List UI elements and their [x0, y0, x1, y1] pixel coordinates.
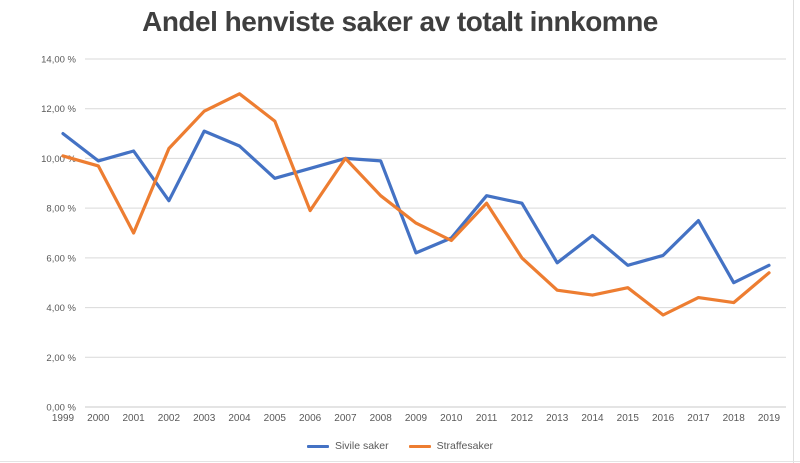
legend-label: Sivile saker — [334, 440, 389, 452]
x-axis-tick-label: 2012 — [511, 413, 534, 424]
legend-line-swatch — [306, 444, 329, 448]
x-axis-tick-label: 2014 — [581, 413, 604, 424]
x-axis-tick-label: 2017 — [687, 413, 710, 424]
x-axis-tick-label: 2008 — [370, 413, 393, 424]
x-axis-tick-label: 2009 — [405, 413, 428, 424]
legend-item-straffesaker: Straffesaker — [408, 440, 494, 452]
y-axis-tick-label: 10,00 % — [41, 154, 76, 165]
x-axis-tick-label: 2018 — [723, 413, 746, 424]
y-axis-tick-label: 0,00 % — [46, 403, 76, 414]
y-axis-tick-label: 12,00 % — [41, 104, 76, 115]
legend-label: Straffesaker — [436, 440, 494, 452]
y-axis-tick-label: 8,00 % — [46, 204, 76, 215]
y-axis-tick-label: 4,00 % — [46, 303, 76, 314]
x-axis-tick-label: 2019 — [758, 413, 781, 424]
window-right-border — [793, 0, 794, 463]
chart-title: Andel henviste saker av totalt innkomne — [142, 6, 658, 37]
x-axis-tick-label: 2016 — [652, 413, 675, 424]
series-line-straffesaker — [61, 92, 771, 317]
x-axis-tick-label: 2013 — [546, 413, 569, 424]
y-axis-tick-label: 2,00 % — [46, 353, 76, 364]
x-axis-tick-label: 2010 — [440, 413, 463, 424]
x-axis-tick-label: 1999 — [52, 413, 75, 424]
legend-item-sivile-saker: Sivile saker — [306, 440, 389, 452]
x-axis-tick-label: 2001 — [122, 413, 145, 424]
x-axis-tick-label: 2006 — [299, 413, 322, 424]
y-axis-tick-label: 6,00 % — [46, 253, 76, 264]
x-axis-tick-label: 2011 — [476, 413, 498, 424]
chart-legend: Sivile saker Straffesaker — [0, 436, 800, 456]
x-axis-tick-label: 2003 — [193, 413, 216, 424]
x-axis-tick-label: 2007 — [334, 413, 357, 424]
x-axis-tick-label: 2015 — [617, 413, 640, 424]
x-axis-tick-label: 2005 — [264, 413, 287, 424]
legend-line-swatch — [408, 444, 431, 448]
window-bottom-border — [0, 461, 800, 462]
y-axis-tick-label: 14,00 % — [41, 55, 76, 66]
x-axis-tick-label: 2004 — [228, 413, 251, 424]
series-line-sivile-saker — [61, 129, 771, 285]
x-axis-tick-label: 2002 — [158, 413, 181, 424]
x-axis-tick-label: 2000 — [87, 413, 110, 424]
